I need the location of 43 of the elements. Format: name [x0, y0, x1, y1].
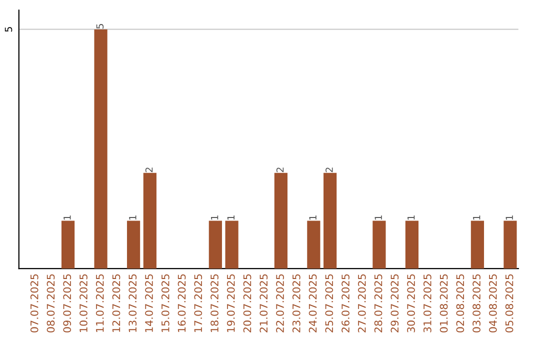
data-label: 5 [96, 24, 104, 29]
x-tick-label: 24.07.2025 [308, 274, 317, 332]
x-tick-label: 23.07.2025 [292, 274, 300, 332]
x-tick-label: 21.07.2025 [260, 274, 268, 332]
x-tick-label: 02.08.2025 [456, 274, 464, 332]
x-tick-label: 15.07.2025 [161, 274, 170, 332]
x-tick-label: 01.08.2025 [440, 274, 448, 332]
x-tick-label: 30.07.2025 [407, 274, 415, 332]
x-tick-label: 17.07.2025 [194, 274, 202, 332]
x-tick-label: 20.07.2025 [243, 274, 252, 332]
data-label: 1 [309, 215, 316, 220]
data-label: 2 [276, 168, 284, 172]
data-label: 1 [374, 215, 382, 220]
x-tick-label: 25.07.2025 [325, 274, 334, 332]
data-label: 1 [227, 215, 234, 220]
x-tick-label: 27.07.2025 [358, 274, 366, 332]
data-label: 1 [64, 215, 71, 220]
x-tick-label: 03.08.2025 [472, 274, 480, 332]
x-tick-label: 05.08.2025 [505, 274, 514, 332]
x-tick-label: 29.07.2025 [390, 274, 399, 332]
x-tick-label: 31.07.2025 [423, 274, 432, 332]
x-tick-label: 08.07.2025 [46, 274, 55, 332]
x-tick-label: 14.07.2025 [145, 274, 153, 332]
data-label: 1 [211, 215, 218, 220]
data-label: 1 [473, 215, 480, 220]
data-label: 1 [129, 215, 136, 220]
x-tick-label: 26.07.2025 [342, 274, 350, 332]
x-tick-label: 16.07.2025 [178, 274, 186, 332]
x-tick-label: 19.07.2025 [226, 274, 235, 332]
x-tick-label: 28.07.2025 [374, 274, 382, 332]
data-label: 1 [506, 215, 513, 220]
x-tick-label: 09.07.2025 [63, 274, 72, 332]
x-tick-label: 04.08.2025 [488, 274, 497, 332]
x-tick-label: 13.07.2025 [128, 274, 137, 332]
data-label: 1 [408, 215, 415, 220]
x-tick-label: 11.07.2025 [96, 274, 104, 332]
x-tick-label: 07.07.2025 [30, 274, 38, 332]
x-tick-label: 12.07.2025 [112, 274, 120, 332]
x-tick-label: 22.07.2025 [276, 274, 284, 332]
x-tick-label: 18.07.2025 [210, 274, 218, 332]
x-tick-label: 10.07.2025 [80, 274, 88, 332]
data-label: 2 [145, 168, 153, 172]
data-label: 2 [326, 168, 333, 172]
